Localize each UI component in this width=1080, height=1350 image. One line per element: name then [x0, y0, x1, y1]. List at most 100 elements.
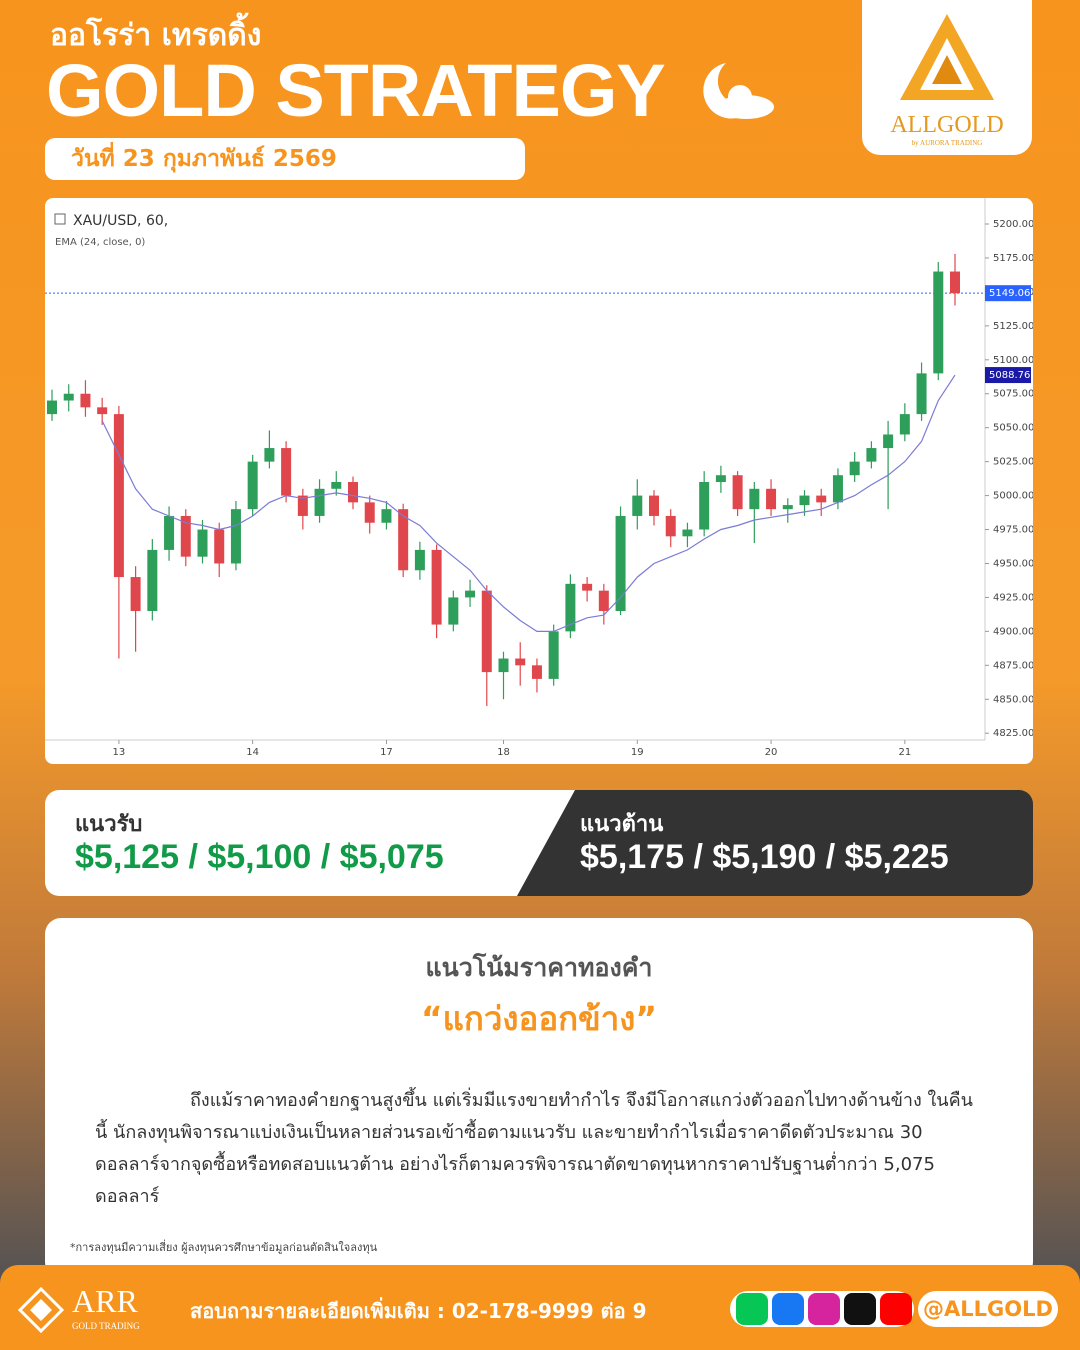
candle-body [883, 434, 894, 449]
chart-card: XAU/USD, 60, EMA (24, close, 0) 5200.00 5… [45, 198, 1034, 764]
y-tick-label: 5125.00 [993, 321, 1033, 332]
title: GOLD STRATEGY [46, 49, 666, 132]
candle-body [649, 495, 659, 516]
support-panel [45, 790, 605, 896]
candle-body [799, 495, 810, 506]
resistance-panel [517, 790, 1033, 896]
candle-body [197, 529, 208, 557]
y-tick-label: 5050.00 [993, 423, 1033, 434]
candle-body [916, 373, 927, 415]
trend-card: แนวโน้มราคาทองคำ “แกว่งออกข้าง” ถึงแม้รา… [45, 918, 1033, 1278]
indicator-name: EMA (24, close, 0) [55, 237, 145, 248]
candle-body [398, 509, 409, 571]
resistance-values: $5,175 / $5,190 / $5,225 [580, 838, 949, 876]
y-tick-label: 4900.00 [993, 626, 1033, 637]
logo-mark [900, 14, 994, 100]
candle-body [749, 488, 760, 510]
logo-name: ALLGOLD [890, 112, 1004, 138]
handle[interactable]: @ALLGOLD [918, 1291, 1058, 1327]
subtitle: ออโรร่า เทรดดิ้ง [50, 18, 262, 53]
candle-body [364, 502, 375, 523]
levels [45, 790, 1033, 896]
candle-body [582, 583, 593, 591]
trend-value: “แกว่งออกข้าง” [420, 999, 658, 1038]
candle-body [297, 495, 308, 516]
chart-title: XAU/USD, 60, [73, 213, 168, 229]
candle-body [414, 549, 425, 571]
candle-body [348, 482, 358, 503]
candle-body [47, 400, 57, 415]
y-tick-label: 5025.00 [993, 457, 1033, 468]
candle-body [866, 448, 877, 462]
disclaimer: *การลงทุนมีความเสี่ยง ผู้ลงทุนควรศึกษาข้… [70, 1241, 378, 1254]
contact: สอบถามรายละเอียดเพิ่มเติม : 02-178-9999 … [190, 1299, 647, 1323]
candle-body [548, 631, 559, 679]
candle-body [481, 590, 492, 673]
candle-body [180, 515, 191, 557]
line-icon[interactable] [736, 1293, 768, 1325]
y-tick-label: 5100.00 [993, 355, 1033, 366]
y-tick-label: 4925.00 [993, 592, 1033, 603]
chart: XAU/USD, 60, EMA (24, close, 0) 5200.00 5… [45, 198, 1034, 758]
ema-label: 5088.76 [989, 370, 1030, 381]
x-tick-label: 21 [898, 747, 911, 758]
candle-body [665, 515, 676, 537]
support-values: $5,125 / $5,100 / $5,075 [75, 838, 444, 876]
candle-body [80, 393, 91, 408]
resistance-label: แนวต้าน [580, 812, 664, 837]
candle-body [899, 414, 910, 435]
candle-body [699, 482, 710, 530]
price-label: 5149.06 [989, 288, 1030, 299]
candle-body [164, 515, 175, 550]
date: วันที่ 23 กุมภาพันธ์ 2569 [45, 138, 525, 180]
candle-body [732, 475, 743, 510]
trend-body: ถึงแม้ราคาทองคำยกฐานสูงขึ้น แต่เริ่มมีแร… [95, 1090, 973, 1207]
candle-body [147, 549, 158, 612]
price-label-bg [985, 285, 1031, 302]
candle-body [598, 590, 609, 612]
tiktok-icon[interactable] [844, 1293, 876, 1325]
logo-tagline: by AURORA TRADING [911, 139, 983, 147]
candle-body [314, 488, 325, 516]
x-tick-label: 18 [497, 747, 510, 758]
candle-body [247, 461, 258, 510]
ema-label-bg [985, 367, 1031, 384]
candle-body [214, 529, 225, 564]
candle-body [933, 271, 944, 374]
candle-body [331, 482, 342, 489]
brand-icon [18, 1287, 64, 1333]
ema-line [101, 374, 956, 632]
candle-body [130, 577, 141, 612]
candle-body [264, 448, 275, 462]
x-tick-label: 13 [113, 747, 126, 758]
x-tick-label: 14 [246, 747, 259, 758]
y-tick-label: 5075.00 [993, 389, 1033, 400]
candle-body [632, 495, 643, 516]
collapse-icon [54, 213, 66, 225]
candle-body [715, 475, 726, 483]
candle-body [230, 509, 241, 564]
footer: ARR GOLD TRADING สอบถามรายละเอียดเพิ่มเต… [0, 1265, 1080, 1350]
candle-body [431, 549, 442, 625]
candle-body [448, 597, 459, 625]
instagram-icon[interactable] [808, 1293, 840, 1325]
candle-body [766, 488, 777, 510]
candle-body [465, 590, 476, 598]
candle-body [565, 583, 576, 632]
candle-body [682, 529, 693, 537]
y-tick-label: 5200.00 [993, 219, 1033, 230]
y-tick-label: 4975.00 [993, 525, 1033, 536]
facebook-icon[interactable] [772, 1293, 804, 1325]
y-tick-label: 5175.00 [993, 253, 1033, 264]
y-tick-label: 4850.00 [993, 694, 1033, 705]
candle-body [63, 393, 74, 401]
logo: ALLGOLD by AURORA TRADING [862, 0, 1032, 155]
candle-body [615, 515, 626, 612]
candle-body [531, 665, 542, 679]
youtube-icon[interactable] [880, 1293, 912, 1325]
candle-body [950, 271, 960, 294]
candle-body [782, 505, 793, 510]
candle-body [381, 509, 392, 523]
candle-body [849, 461, 860, 476]
